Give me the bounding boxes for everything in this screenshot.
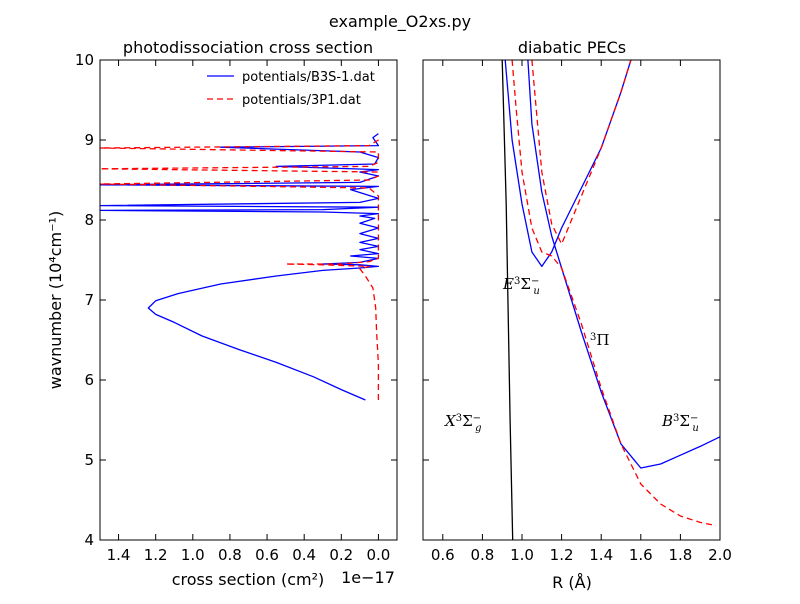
left-x-axis-label: cross section (cm²) [172,570,325,589]
left-y-tick-label: 6 [84,371,94,389]
figure-title: example_O2xs.py [329,12,471,32]
left-x-tick-label: 1.2 [144,546,168,564]
annotation-3pi: 3Π [590,331,609,349]
left-plot-area [100,133,380,401]
left-panel-title: photodissociation cross section [123,38,373,57]
right-x-tick-label: 1.2 [550,546,574,564]
right-x-tick-label: 1.0 [510,546,534,564]
left-axes-ticks: 1.4 1.2 1.0 0.8 0.6 0.4 0.2 0.0 4 5 6 7 8 9 10 [75,51,397,564]
left-y-tick-label: 8 [84,211,94,229]
legend-label-b3s: potentials/B3S-1.dat [242,70,375,85]
left-x-tick-label: 0.8 [218,546,242,564]
right-series-line-1 [504,60,632,268]
right-x-axis-label: R (Å) [552,573,592,592]
left-x-tick-label: 0.6 [255,546,279,564]
right-series-line-3 [511,60,717,527]
right-panel-title: diabatic PECs [518,38,626,57]
right-axes-ticks: 0.6 0.8 1.0 1.2 1.4 1.6 1.8 2.0 [423,59,732,564]
diabatic-pecs-panel: diabatic PECs 0.6 0.8 1.0 1.2 1.4 1.6 1.8 2.0 R… [422,38,732,592]
left-y-axis-label: wavnumber (10⁴cm⁻¹) [46,211,65,389]
right-x-tick-label: 2.0 [708,546,732,564]
cross-section-panel: photodissociation cross section 1.4 1.2 1.… [46,38,398,589]
left-x-multiplier: 1e−17 [341,568,395,587]
right-series-line-0 [501,60,514,540]
left-series-line-0 [100,133,380,401]
legend-label-3p1: potentials/3P1.dat [242,93,361,108]
left-x-tick-label: 0.0 [367,546,391,564]
left-x-tick-label: 1.4 [107,546,131,564]
left-y-tick-label: 5 [84,451,94,469]
left-y-tick-label: 10 [75,51,94,69]
left-y-tick-label: 7 [84,291,94,309]
left-y-tick-label: 9 [84,131,94,149]
right-plot-area [501,60,720,540]
annotation-b3sigma-u: B3Σ− u [661,412,699,434]
left-series-line-1 [100,136,380,400]
left-x-tick-label: 0.2 [329,546,353,564]
left-plot-frame [99,59,398,541]
legend: potentials/B3S-1.dat potentials/3P1.dat [207,70,375,108]
right-series-line-2 [527,60,720,469]
annotation-e3sigma-u: E3Σ− u [502,275,540,297]
left-y-tick-label: 4 [84,531,94,549]
right-series-line-4 [531,60,632,245]
left-x-tick-label: 0.4 [292,546,316,564]
left-x-tick-label: 1.0 [181,546,205,564]
right-x-tick-label: 1.4 [589,546,613,564]
right-x-tick-label: 0.6 [431,546,455,564]
right-x-tick-label: 1.6 [629,546,653,564]
right-x-tick-label: 0.8 [470,546,494,564]
right-x-tick-label: 1.8 [668,546,692,564]
annotation-x3sigma-g: X3Σ− g [444,412,481,434]
